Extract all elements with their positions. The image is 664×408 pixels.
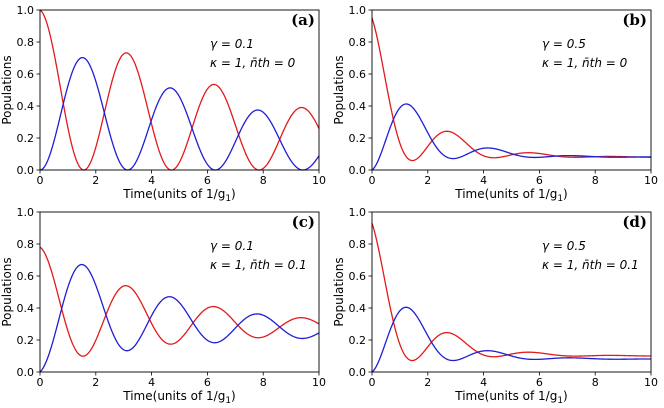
x-tick-label: 0	[369, 174, 376, 187]
x-tick-label: 2	[424, 174, 431, 187]
y-tick-label: 1.0	[17, 4, 35, 17]
y-tick-label: 1.0	[17, 206, 35, 219]
annotation-gamma: γ = 0.1	[210, 239, 254, 253]
annotation-gamma: γ = 0.1	[210, 37, 254, 51]
x-tick-label: 6	[536, 376, 543, 389]
panel-label: (c)	[292, 213, 315, 231]
panel-d: 0 2 4 6 8 10 0.0 0.2 0.4 0.6 0.8 1.0 Time(units of 1…	[332, 206, 658, 406]
x-axis-label: Time(units of 1/g1)	[454, 187, 567, 204]
x-tick-label: 10	[644, 174, 658, 187]
x-tick-label: 4	[480, 376, 487, 389]
x-tick-label: 4	[148, 376, 155, 389]
annotation-kappa-nth: κ = 1, n̄th = 0.1	[542, 258, 639, 272]
y-tick-label: 0.0	[349, 164, 367, 177]
x-tick-label: 6	[204, 174, 211, 187]
x-tick-label: 2	[92, 376, 99, 389]
x-tick-label: 0	[369, 376, 376, 389]
y-tick-label: 0.4	[349, 302, 367, 315]
x-tick-label: 8	[592, 376, 599, 389]
series-line-red	[39, 9, 320, 171]
x-axis-label: Time(units of 1/g1)	[122, 187, 235, 204]
x-tick-label: 8	[592, 174, 599, 187]
panel-b: 0 2 4 6 8 10 0.0 0.2 0.4 0.6 0.8 1.0 Time(units of 1…	[332, 4, 658, 204]
series-line-blue	[371, 306, 651, 373]
series-line-blue	[39, 263, 320, 373]
x-tick-label: 2	[92, 174, 99, 187]
y-tick-label: 0.6	[17, 68, 35, 81]
annotation-kappa-nth: κ = 1, n̄th = 0	[542, 56, 628, 70]
x-axis-label: Time(units of 1/g1)	[122, 389, 235, 406]
x-tick-label: 10	[312, 376, 326, 389]
y-tick-label: 0.6	[349, 68, 367, 81]
y-tick-label: 0.2	[349, 334, 367, 347]
y-tick-label: 0.6	[17, 270, 35, 283]
panel-a: 0 2 4 6 8 10 0.0 0.2 0.4 0.6 0.8 1.0 Time(units of 1…	[0, 4, 326, 204]
x-tick-label: 4	[148, 174, 155, 187]
y-tick-label: 1.0	[349, 206, 367, 219]
y-tick-label: 0.0	[17, 164, 35, 177]
plot-frame	[371, 211, 652, 373]
x-tick-label: 6	[204, 376, 211, 389]
y-tick-label: 0.4	[17, 302, 35, 315]
y-axis-label: Populations	[0, 55, 14, 124]
x-tick-label: 0	[37, 376, 44, 389]
y-tick-label: 1.0	[349, 4, 367, 17]
panel-label: (a)	[291, 11, 315, 29]
y-tick-label: 0.6	[349, 270, 367, 283]
y-tick-label: 0.8	[17, 36, 35, 49]
x-tick-label: 0	[37, 174, 44, 187]
series-line-red	[371, 17, 652, 162]
series-line-blue	[371, 103, 651, 171]
panel-label: (d)	[622, 213, 647, 231]
x-tick-label: 4	[480, 174, 487, 187]
y-axis-label: Populations	[0, 257, 14, 326]
y-tick-label: 0.8	[349, 238, 367, 251]
y-tick-label: 0.4	[349, 100, 367, 113]
series-line-blue	[39, 56, 320, 171]
panel-c: 0 2 4 6 8 10 0.0 0.2 0.4 0.6 0.8 1.0 Time(units of 1…	[0, 206, 326, 406]
y-tick-label: 0.2	[349, 132, 367, 145]
annotation-kappa-nth: κ = 1, n̄th = 0.1	[210, 258, 307, 272]
x-tick-label: 2	[424, 376, 431, 389]
x-tick-label: 8	[260, 376, 267, 389]
y-tick-label: 0.0	[17, 366, 35, 379]
x-tick-label: 6	[536, 174, 543, 187]
plot-frame	[39, 9, 320, 171]
series-line-red	[371, 222, 652, 362]
series-line-red	[39, 246, 320, 357]
y-tick-label: 0.8	[349, 36, 367, 49]
y-axis-label: Populations	[332, 55, 346, 124]
plot-frame	[39, 211, 320, 373]
annotation-gamma: γ = 0.5	[542, 239, 586, 253]
x-tick-label: 8	[260, 174, 267, 187]
annotation-kappa-nth: κ = 1, n̄th = 0	[210, 56, 296, 70]
y-tick-label: 0.0	[349, 366, 367, 379]
x-axis-label: Time(units of 1/g1)	[454, 389, 567, 406]
y-tick-label: 0.4	[17, 100, 35, 113]
y-tick-label: 0.8	[17, 238, 35, 251]
x-tick-label: 10	[644, 376, 658, 389]
panel-label: (b)	[622, 11, 647, 29]
annotation-gamma: γ = 0.5	[542, 37, 586, 51]
y-axis-label: Populations	[332, 257, 346, 326]
plot-frame	[371, 9, 652, 171]
x-tick-label: 10	[312, 174, 326, 187]
y-tick-label: 0.2	[17, 334, 35, 347]
y-tick-label: 0.2	[17, 132, 35, 145]
